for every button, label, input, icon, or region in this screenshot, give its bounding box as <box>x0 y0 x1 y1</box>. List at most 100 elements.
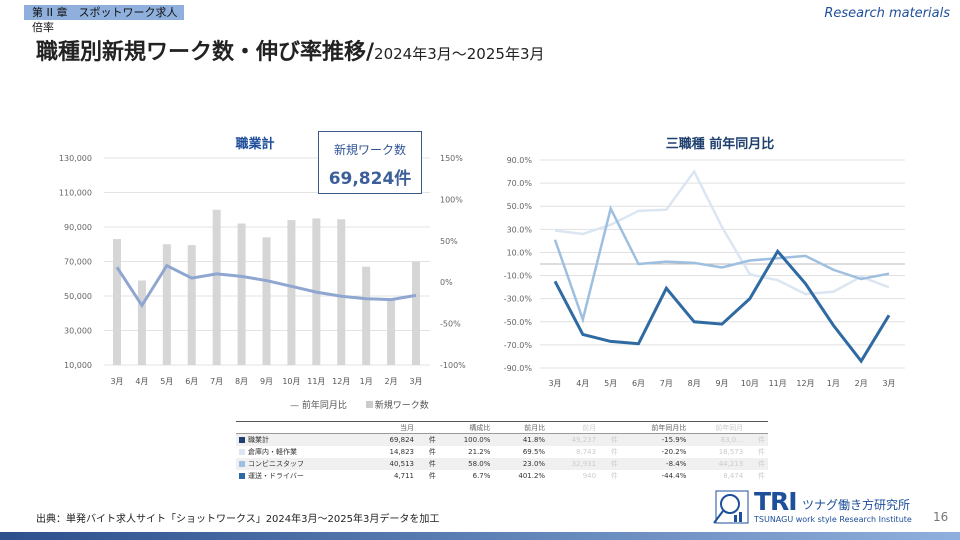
y-tick-label: 50.0% <box>507 202 533 211</box>
charts-area: 職業計 10,000 30,000 50,000 70,000 90,000 110,000… <box>59 136 905 388</box>
x-tick-label: 3月 <box>882 379 895 388</box>
table-row: 運送・ドライバー 4,711 件 6.7% 401.2% 940 件 -44.4% 8,474 件 <box>236 470 768 482</box>
bar <box>237 223 246 365</box>
cell-cur: 69,824 <box>366 433 417 446</box>
series-line-2 <box>553 248 891 364</box>
y-tick-label: 90,000 <box>64 223 92 232</box>
source-note: 出典：単発バイト求人サイト「ショットワークス」2024年3月～2025年3月デー… <box>36 514 440 525</box>
bar <box>387 299 396 365</box>
title-main: 職種別新規ワーク数・伸び率推移/ <box>36 40 375 65</box>
x-tick-label: 2月 <box>855 379 868 388</box>
cell-prev: 32,931 <box>548 457 600 470</box>
y2-tick-label: -100% <box>440 361 466 370</box>
x-tick-label: 6月 <box>185 377 198 386</box>
cell-name: 運送・ドライバー <box>236 470 366 482</box>
kpi-box: 新規ワーク数 69,824件 <box>318 131 422 194</box>
series-swatch <box>239 460 245 467</box>
tri-logo: TRI ツナグ働き方研究所 TSUNAGU work style Researc… <box>712 487 922 529</box>
x-tick-label: 7月 <box>210 377 223 386</box>
cell-u3: 件 <box>758 471 765 480</box>
chart-legend: — 前年同月比 新規ワーク数 <box>290 398 445 411</box>
y2-tick-label: 50% <box>440 237 458 246</box>
bar <box>287 220 296 365</box>
cell-u1: 件 <box>428 447 436 456</box>
bar <box>162 244 171 365</box>
y-tick-label: 30,000 <box>64 327 92 336</box>
cell-prev: 8,743 <box>576 447 597 456</box>
bottom-bar <box>0 532 960 540</box>
cell-mom: 401.2% <box>518 471 546 480</box>
cell-u1: 件 <box>417 457 439 470</box>
y-tick-label: -30.0% <box>504 295 533 304</box>
series-line-1 <box>553 204 890 324</box>
kpi-value: 69,824件 <box>328 169 412 189</box>
cell-cur: 4,711 <box>393 471 414 480</box>
x-tick-label: 6月 <box>632 379 645 388</box>
cell-u3: 件 <box>746 457 768 470</box>
col-share: 構成比 <box>438 421 494 434</box>
cell-yoy: -8.4% <box>620 457 690 470</box>
summary-table: 当月 構成比 前月比 前月 前年同月比 前年同月 職業計 69,824 件 100.0… <box>236 421 768 482</box>
bar <box>137 280 146 365</box>
bar <box>212 209 221 365</box>
cell-share: 100.0% <box>438 433 494 446</box>
cell-u2: 件 <box>610 471 618 480</box>
cell-ly: 8,474 <box>723 471 744 480</box>
x-tick-label: 8月 <box>235 377 248 386</box>
y-tick-label: 110,000 <box>59 189 92 198</box>
x-tick-label: 4月 <box>135 377 148 386</box>
magnifier-chart-icon <box>713 490 749 524</box>
cell-u1: 件 <box>417 433 439 446</box>
cell-name: 倉庫内・軽作業 <box>236 446 366 458</box>
bar <box>262 237 271 365</box>
x-tick-label: 11月 <box>769 379 787 388</box>
y-tick-label: 10,000 <box>64 361 92 370</box>
cell-ly: 44,213 <box>689 457 747 470</box>
table-row: コンビニスタッフ 40,513 件 58.0% 23.0% 32,931 件 -8.4% 44,… <box>236 457 768 470</box>
x-tick-label: 4月 <box>576 379 589 388</box>
x-tick-label: 7月 <box>660 379 673 388</box>
col-prev: 前月 <box>548 421 600 434</box>
col-current: 当月 <box>366 421 417 434</box>
kpi-label: 新規ワーク数 <box>333 143 406 157</box>
cell-yoy: -15.9% <box>620 433 690 446</box>
cell-cur: 14,823 <box>389 447 415 456</box>
chart-title: 三職種 前年同月比 <box>666 136 775 152</box>
x-tick-label: 3月 <box>409 377 422 386</box>
y-tick-label: 70,000 <box>64 258 92 267</box>
cell-mom: 41.8% <box>493 433 549 446</box>
x-tick-label: 12月 <box>332 377 350 386</box>
cell-cur: 40,513 <box>366 457 417 470</box>
chapter-label: 第 II 章 スポットワーク求人倍率 <box>24 5 184 34</box>
y-tick-label: 30.0% <box>507 225 533 234</box>
cell-yoy: -20.2% <box>661 447 687 456</box>
series-swatch <box>239 472 245 479</box>
cell-share: 58.0% <box>438 457 494 470</box>
cell-u2: 件 <box>599 433 621 446</box>
x-tick-label: 3月 <box>110 377 123 386</box>
x-tick-label: 10月 <box>741 379 759 388</box>
y2-tick-label: -50% <box>440 320 461 329</box>
legend-bar: 新規ワーク数 <box>365 401 437 411</box>
title-period: 2024年3月～2025年3月 <box>374 45 545 63</box>
bar <box>113 239 121 365</box>
series-swatch <box>239 436 245 443</box>
cell-name: 職業計 <box>236 433 366 446</box>
research-materials-label: Research materials <box>824 6 950 21</box>
cell-ly: 83,0… <box>689 433 747 446</box>
bar <box>412 261 420 365</box>
cell-share: 21.2% <box>468 447 491 456</box>
y-tick-label: -90.0% <box>504 364 533 373</box>
cell-name: コンビニスタッフ <box>236 457 366 470</box>
cell-mom: 69.5% <box>522 447 546 456</box>
x-tick-label: 3月 <box>548 379 561 388</box>
y-tick-label: -70.0% <box>504 341 533 350</box>
col-lastyear: 前年同月 <box>689 421 747 434</box>
x-tick-label: 1月 <box>360 377 373 386</box>
col-yoy: 前年同月比 <box>620 421 690 434</box>
bar <box>362 266 371 365</box>
x-tick-label: 2月 <box>385 377 398 386</box>
x-tick-label: 12月 <box>796 379 814 388</box>
bar <box>337 219 346 365</box>
x-tick-label: 5月 <box>604 379 617 388</box>
